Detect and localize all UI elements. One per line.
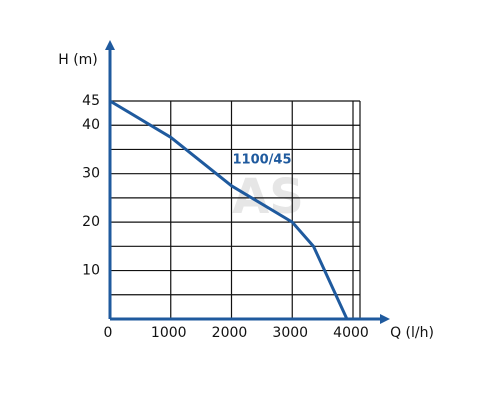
x-axis-label: Q (l/h) xyxy=(390,325,434,341)
x-tick-label: 0 xyxy=(104,325,113,341)
series-label: 1100/45 xyxy=(232,153,291,168)
y-tick-label: 10 xyxy=(82,263,100,279)
watermark: AS xyxy=(232,169,304,225)
x-tick-label: 2000 xyxy=(212,325,248,341)
curve xyxy=(109,99,349,320)
x-tick-label: 4000 xyxy=(333,325,369,341)
x-tick-label: 1000 xyxy=(151,325,187,341)
x-tick-label: 3000 xyxy=(272,325,308,341)
y-tick-label: 30 xyxy=(82,166,100,182)
y-tick-label: 40 xyxy=(82,117,100,133)
y-tick-label: 20 xyxy=(82,214,100,230)
y-tick-label: 45 xyxy=(82,93,100,109)
y-axis-label: H (m) xyxy=(58,52,98,68)
